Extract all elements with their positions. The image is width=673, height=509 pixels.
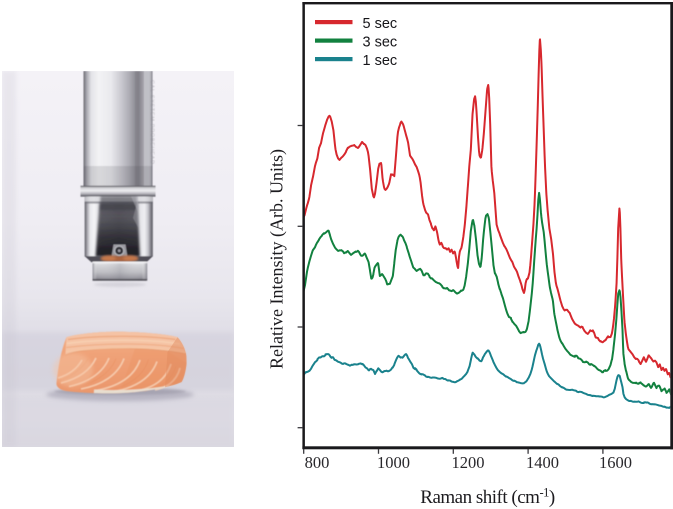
- svg-text:Relative Intensity (Arb. Units: Relative Intensity (Arb. Units): [267, 149, 288, 369]
- svg-text:1 sec: 1 sec: [363, 53, 398, 69]
- svg-text:Raman shift (cm-1): Raman shift (cm-1): [420, 486, 555, 509]
- svg-text:1400: 1400: [526, 453, 559, 472]
- svg-text:1200: 1200: [452, 453, 485, 472]
- svg-text:1600: 1600: [599, 453, 632, 472]
- svg-text:3 sec: 3 sec: [363, 35, 398, 51]
- svg-text:800: 800: [305, 453, 330, 472]
- svg-text:1000: 1000: [377, 453, 410, 472]
- svg-text:5 sec: 5 sec: [363, 16, 398, 32]
- svg-text:CAL SYSTEM PROBEHEAD: CAL SYSTEM PROBEHEAD: [149, 80, 155, 165]
